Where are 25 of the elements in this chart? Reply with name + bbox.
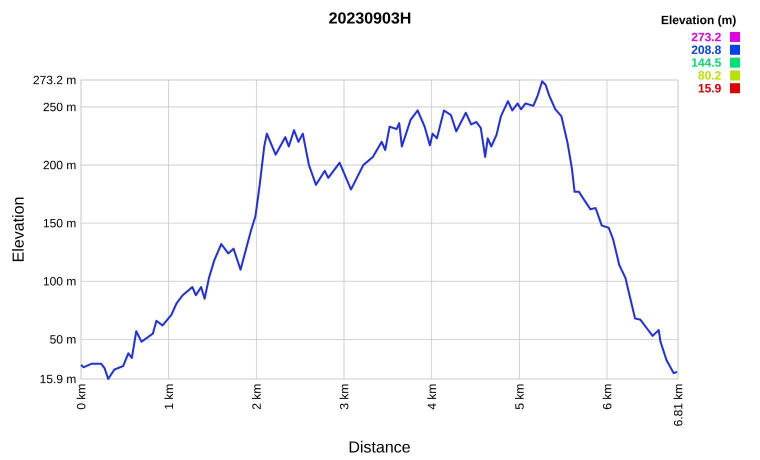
y-tick-label: 15.9 m [40, 374, 76, 384]
y-tick-label: 200 m [44, 160, 76, 170]
color-bar-label: 80.2 [698, 71, 721, 80]
x-axis-title: Distance [350, 440, 410, 453]
x-tick-label: 2 km [252, 384, 261, 410]
x-tick-label: 0 km [76, 384, 86, 410]
color-bar-label: 15.9 [698, 84, 721, 92]
line-series [80, 80, 678, 380]
x-tick-label: 6.81 km [674, 384, 682, 426]
y-axis-title: Elevation [12, 198, 24, 262]
y-tick-label: 250 m [44, 102, 76, 112]
color-bar-label: 144.5 [692, 58, 721, 67]
color-bar-label: 208.8 [692, 46, 721, 54]
x-tick-label: 6 km [602, 384, 612, 410]
x-tick-label: 3 km [340, 384, 348, 410]
y-tick-label: 100 m [44, 277, 76, 286]
y-tick-label: 150 m [44, 218, 76, 228]
color-bar-label: 273.2 [692, 32, 721, 42]
chart-title: 20230903H [329, 12, 410, 24]
y-tick-label: 273.2 m [34, 76, 76, 84]
color-bar-title: Elevation (m) [662, 15, 736, 27]
x-tick-label: 5 km [514, 384, 524, 410]
x-tick-label: 4 km [427, 384, 436, 410]
y-tick-label: 50 m [50, 335, 76, 344]
x-tick-label: 1 km [164, 384, 174, 409]
